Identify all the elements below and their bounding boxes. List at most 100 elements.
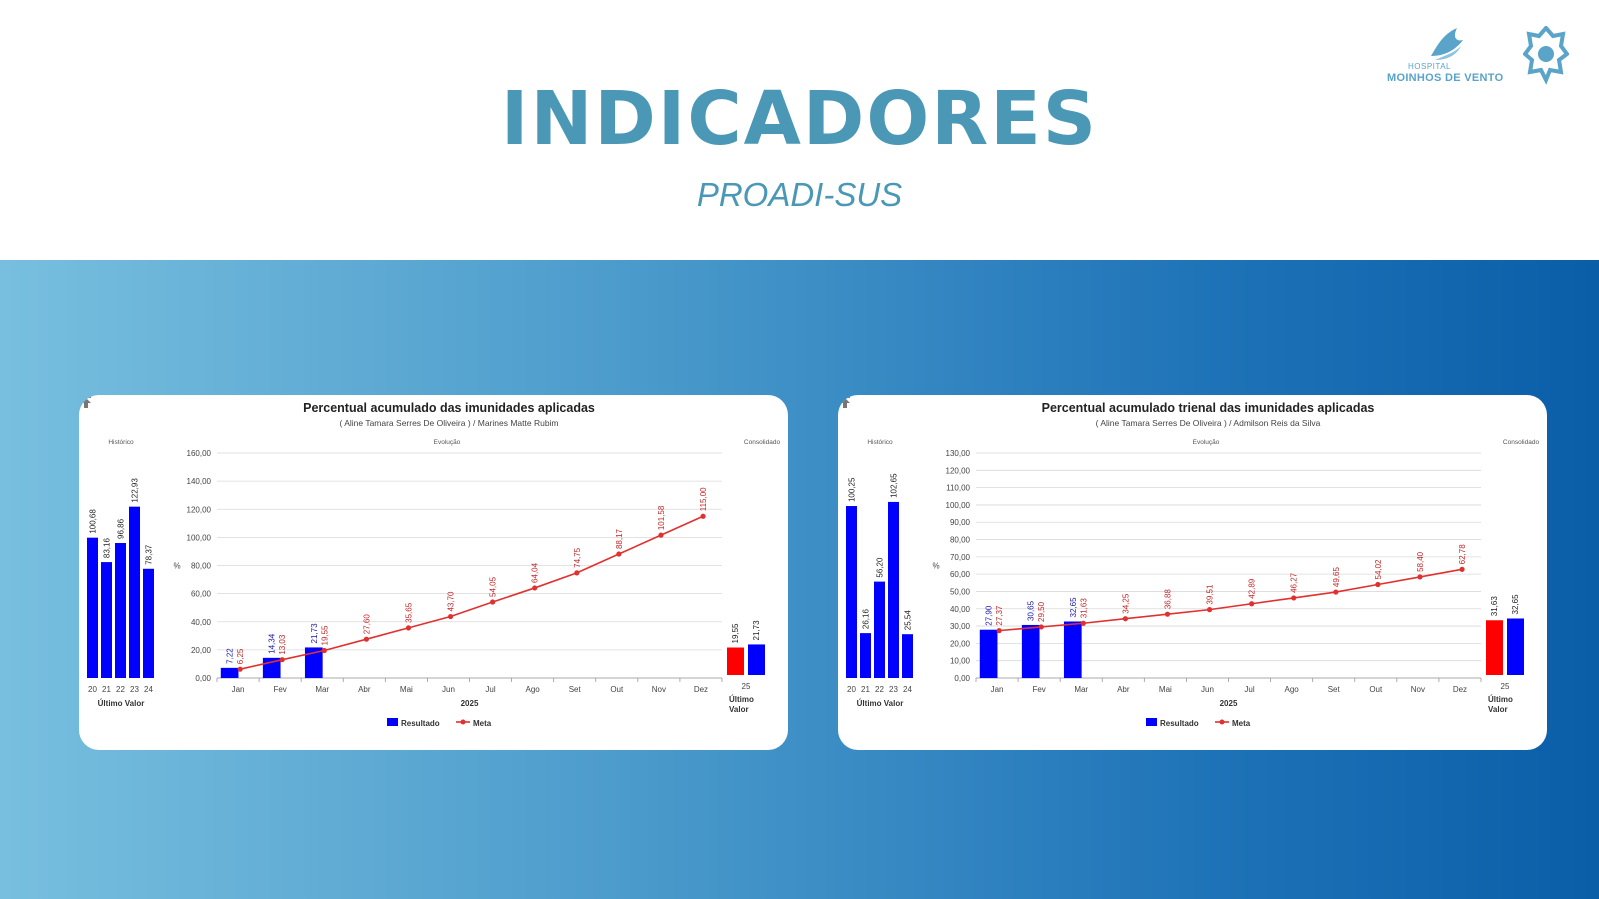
meta-data-label: 6,25	[236, 648, 245, 664]
meta-data-label: 54,05	[489, 576, 498, 597]
y-tick-label: 20,00	[191, 646, 212, 655]
legend-label-resultado: Resultado	[1160, 719, 1199, 728]
chart-panel-2: Percentual acumulado trienal das imunida…	[838, 395, 1547, 750]
historico-tick-label: 23	[889, 685, 898, 694]
meta-point	[1291, 595, 1297, 601]
logo-big-text: MOINHOS DE VENTO	[1387, 72, 1504, 84]
meta-data-label: 64,04	[531, 562, 540, 583]
historico-bar	[87, 537, 98, 678]
x-tick-label: Dez	[1453, 685, 1467, 694]
section-label-historico: Histórico	[867, 439, 893, 446]
meta-data-label: 101,58	[657, 505, 666, 530]
meta-data-label: 54,02	[1374, 559, 1383, 580]
historico-bar	[888, 501, 899, 678]
meta-data-label: 42,89	[1248, 578, 1257, 599]
x-tick-label: Mar	[315, 685, 329, 694]
x-tick-label: Set	[1328, 685, 1341, 694]
meta-point	[574, 570, 580, 576]
x-tick-label: Jul	[1244, 685, 1254, 694]
legend-label-meta: Meta	[473, 719, 492, 728]
meta-point	[490, 599, 496, 605]
x-axis-label: 2025	[1220, 699, 1238, 708]
historico-bar	[874, 581, 885, 678]
x-tick-label: Ago	[1285, 685, 1300, 694]
download-icon[interactable]	[79, 395, 93, 409]
y-tick-label: 160,00	[187, 449, 212, 458]
section-label-consolidado: Consolidado	[1503, 439, 1540, 446]
section-label-historico: Histórico	[108, 439, 134, 446]
resultado-data-label: 27,90	[985, 605, 994, 626]
meta-data-label: 115,00	[699, 487, 708, 511]
x-tick-label: Mar	[1074, 685, 1088, 694]
resultado-bar	[220, 667, 239, 678]
y-tick-label: 100,00	[187, 533, 212, 542]
consolidado-meta-bar	[1486, 620, 1503, 675]
meta-data-label: 62,78	[1458, 544, 1467, 565]
meta-data-label: 35,65	[404, 602, 413, 623]
logo-small-text: HOSPITAL	[1408, 62, 1451, 71]
consolidado-axis-label-line1: Último	[1488, 695, 1513, 704]
meta-point	[1080, 620, 1086, 626]
section-label-evolucao: Evolução	[434, 439, 461, 446]
y-tick-label: 10,00	[950, 657, 971, 666]
chart-panel-1: Percentual acumulado das imunidades apli…	[79, 395, 788, 750]
historico-tick-label: 20	[88, 685, 97, 694]
historico-bar	[846, 506, 857, 678]
x-tick-label: Nov	[1411, 685, 1425, 694]
meta-point	[447, 613, 454, 620]
historico-bar	[129, 506, 140, 678]
historico-data-label: 26,16	[862, 609, 871, 630]
page-title: INDICADORES	[500, 76, 1099, 162]
download-icon[interactable]	[838, 395, 852, 409]
meta-point	[405, 625, 412, 631]
historico-tick-label: 23	[130, 685, 139, 694]
historico-tick-label: 24	[903, 685, 912, 694]
y-tick-label: 120,00	[946, 466, 971, 475]
meta-point	[996, 628, 1002, 634]
meta-data-label: 27,37	[995, 605, 1004, 626]
historico-tick-label: 22	[116, 685, 125, 694]
meta-point	[1164, 611, 1171, 617]
y-tick-label: 40,00	[191, 618, 212, 627]
hospital-logo: HOSPITAL MOINHOS DE VENTO	[1380, 26, 1580, 96]
meta-data-label: 88,17	[615, 528, 624, 549]
historico-data-label: 102,65	[890, 473, 899, 498]
y-tick-label: 20,00	[950, 639, 971, 648]
meta-point	[532, 585, 538, 591]
meta-data-label: 58,40	[1416, 551, 1425, 572]
y-tick-label: 60,00	[950, 570, 971, 579]
resultado-bar	[1021, 624, 1040, 678]
meta-point	[1333, 589, 1339, 595]
y-tick-label: 110,00	[946, 484, 970, 493]
resultado-bar	[979, 629, 998, 678]
meta-point	[658, 532, 664, 538]
x-tick-label: Mai	[1159, 685, 1172, 694]
x-tick-label: Abr	[358, 685, 371, 694]
y-tick-label: 130,00	[946, 449, 971, 458]
y-tick-label: 0,00	[954, 674, 970, 683]
historico-tick-label: 22	[875, 685, 884, 694]
meta-point	[279, 657, 285, 663]
legend-swatch-resultado	[1146, 718, 1157, 726]
legend-swatch-meta-point	[460, 719, 466, 725]
consolidado-axis-label-line2: Valor	[729, 705, 749, 714]
historico-data-label: 56,20	[876, 557, 885, 578]
chart-title: Percentual acumulado trienal das imunida…	[1041, 401, 1375, 415]
meta-point	[1417, 574, 1423, 580]
resultado-data-label: 21,73	[310, 623, 319, 644]
meta-line	[999, 568, 1463, 632]
consolidado-axis-label-line2: Valor	[1488, 705, 1508, 714]
historico-data-label: 100,68	[89, 509, 98, 534]
y-axis-label: %	[932, 562, 939, 571]
legend-swatch-meta-point	[1219, 719, 1225, 725]
historico-tick-label: 21	[861, 685, 870, 694]
meta-point	[1375, 581, 1381, 588]
meta-point	[1249, 601, 1255, 607]
x-tick-label: Mai	[400, 685, 413, 694]
resultado-bar	[304, 647, 323, 678]
y-tick-label: 0,00	[195, 674, 211, 683]
meta-data-label: 13,03	[278, 634, 287, 655]
x-tick-label: Jun	[442, 685, 455, 694]
meta-data-label: 34,25	[1121, 593, 1130, 614]
y-tick-label: 90,00	[950, 518, 971, 527]
